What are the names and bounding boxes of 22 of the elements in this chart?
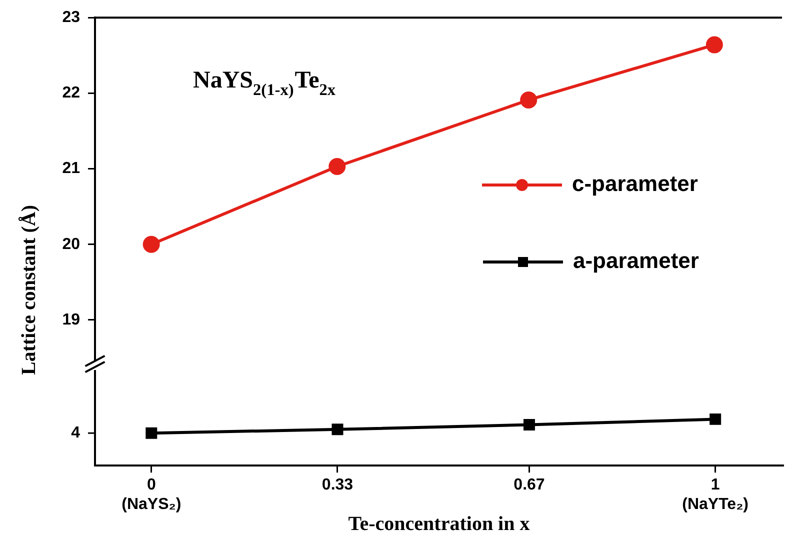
point <box>146 427 158 439</box>
y-tick-label: 19 <box>62 311 80 328</box>
legend-label: c-parameter <box>572 171 698 196</box>
point <box>328 158 346 176</box>
y-tick-label: 23 <box>62 9 80 26</box>
x-tick-label: 0.33 <box>322 476 354 494</box>
legend-label: a-parameter <box>573 248 700 274</box>
x-tick-label: 0 (NaYS₂) <box>122 476 182 513</box>
y-tick-label: 22 <box>62 84 80 102</box>
y-tick-label: 20 <box>62 236 80 253</box>
point <box>710 413 722 425</box>
x-tick-label: 0.67 <box>514 476 545 494</box>
point <box>332 424 344 436</box>
point <box>523 419 535 431</box>
point <box>706 36 723 54</box>
text: 4 <box>71 424 80 442</box>
point <box>520 91 538 108</box>
x-axis-title: Te-concentration in x <box>348 513 530 536</box>
point <box>142 236 160 253</box>
y-axis-title: Lattice constant (Å) <box>18 205 40 375</box>
y-tick-label: 21 <box>62 160 80 178</box>
x-tick-label: 1 (NaYTe₂) <box>682 476 749 513</box>
